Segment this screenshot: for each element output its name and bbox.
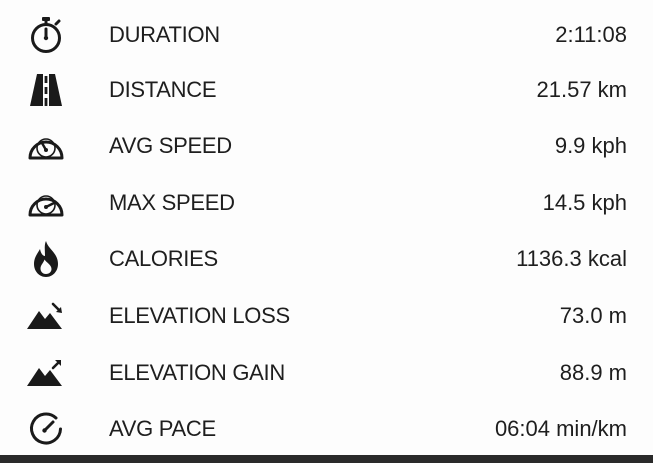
stat-value: 9.9 kph bbox=[554, 133, 627, 158]
stopwatch-icon bbox=[26, 15, 66, 55]
stat-row-elevation-gain: ELEVATION GAIN 88.9 m bbox=[0, 345, 653, 401]
stat-row-elevation-loss: ELEVATION LOSS 73.0 m bbox=[0, 288, 653, 344]
stat-value: 21.57 km bbox=[536, 77, 628, 102]
speedometer-max-icon bbox=[26, 183, 66, 223]
stat-value: 1136.3 kcal bbox=[516, 246, 627, 271]
stat-row-avg-pace: AVG PACE 06:04 min/km bbox=[0, 401, 653, 457]
stat-value: 73.0 m bbox=[559, 303, 627, 328]
stat-value: 14.5 kph bbox=[542, 190, 627, 215]
stat-row-max-speed: MAX SPEED 14.5 kph bbox=[0, 175, 653, 231]
bottom-divider-bar bbox=[0, 455, 653, 463]
stat-label: DURATION bbox=[109, 22, 220, 47]
stat-row-avg-speed: AVG SPEED 9.9 kph bbox=[0, 118, 653, 174]
stat-label: ELEVATION GAIN bbox=[109, 360, 285, 385]
road-icon bbox=[26, 70, 66, 110]
flame-icon bbox=[26, 239, 66, 279]
speedometer-icon bbox=[26, 126, 66, 166]
stat-label: DISTANCE bbox=[109, 77, 217, 102]
stat-label: ELEVATION LOSS bbox=[109, 303, 290, 328]
stat-row-calories: CALORIES 1136.3 kcal bbox=[0, 231, 653, 287]
stat-row-distance: DISTANCE 21.57 km bbox=[0, 62, 653, 118]
stat-label: AVG PACE bbox=[109, 416, 216, 441]
mountain-down-icon bbox=[26, 296, 66, 336]
stat-row-duration: DURATION 2:11:08 bbox=[0, 7, 653, 63]
stat-value: 88.9 m bbox=[559, 360, 627, 385]
pace-gauge-icon bbox=[26, 409, 66, 449]
stat-label: AVG SPEED bbox=[109, 133, 232, 158]
mountain-up-icon bbox=[26, 353, 66, 393]
stat-value: 2:11:08 bbox=[555, 22, 627, 47]
stat-label: CALORIES bbox=[109, 246, 218, 271]
stat-value: 06:04 min/km bbox=[494, 416, 627, 441]
stat-label: MAX SPEED bbox=[109, 190, 235, 215]
